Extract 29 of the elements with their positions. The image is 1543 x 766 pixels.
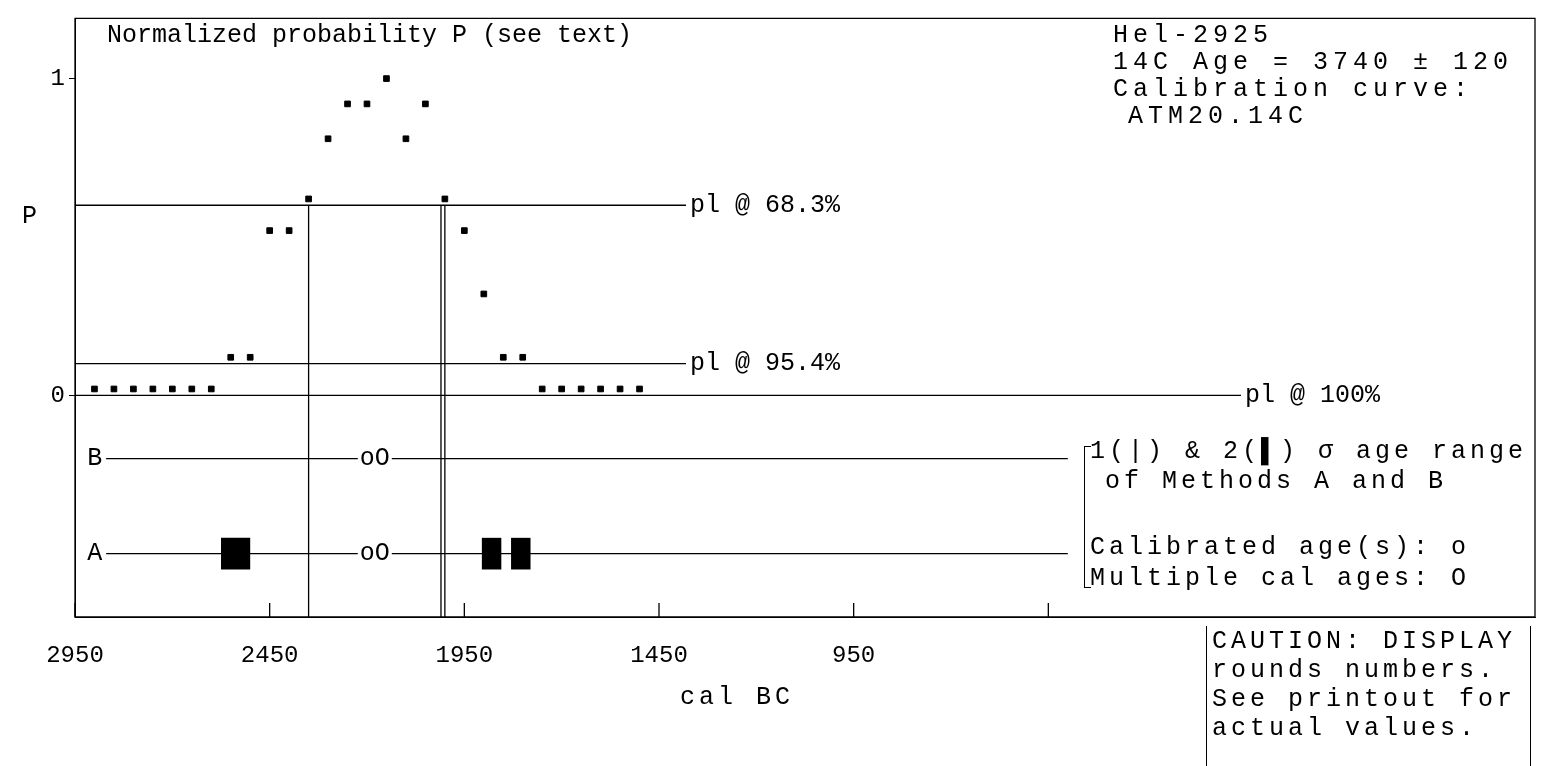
text: rounds numbers. bbox=[1212, 656, 1498, 685]
annotation: 1(|) & 2(▌) σ age range bbox=[1090, 437, 1528, 466]
annotation: Multiple cal ages: O bbox=[1090, 564, 1471, 593]
y-axis-title: P bbox=[22, 202, 38, 231]
x-tick-label: 950 bbox=[832, 641, 876, 669]
series-label: A bbox=[87, 539, 103, 569]
x-tick-label: 1950 bbox=[435, 641, 494, 669]
annotation: oO bbox=[359, 539, 390, 569]
ref-line-label: pl @ 68.3% bbox=[690, 190, 842, 220]
annotation: Calibration curve: bbox=[1113, 75, 1474, 104]
x-axis-title: cal BC bbox=[680, 683, 795, 712]
annotation: 14C Age = 3740 ± 120 bbox=[1113, 48, 1514, 77]
chart-title: Normalized probability P (see text) bbox=[107, 21, 633, 50]
y-tick-label: 1 bbox=[50, 64, 65, 92]
x-tick-label: 1450 bbox=[630, 641, 688, 669]
y-tick-label: 0 bbox=[50, 381, 65, 409]
text: CAUTION: DISPLAY bbox=[1212, 627, 1517, 656]
x-tick-label: 2450 bbox=[240, 641, 299, 669]
annotation: ATM20.14C bbox=[1128, 102, 1309, 131]
text: See printout for bbox=[1212, 685, 1517, 714]
text: actual values. bbox=[1212, 714, 1479, 743]
ref-line-label: pl @ 100% bbox=[1245, 380, 1382, 410]
annotation: Calibrated age(s): o bbox=[1090, 533, 1471, 562]
annotation: oO bbox=[359, 444, 390, 474]
annotation: Hel-2925 bbox=[1113, 21, 1274, 50]
annotation: of Methods A and B bbox=[1105, 467, 1448, 496]
ref-line-label: pl @ 95.4% bbox=[690, 349, 842, 379]
x-tick-label: 2950 bbox=[46, 641, 104, 669]
series-label: B bbox=[87, 444, 103, 474]
